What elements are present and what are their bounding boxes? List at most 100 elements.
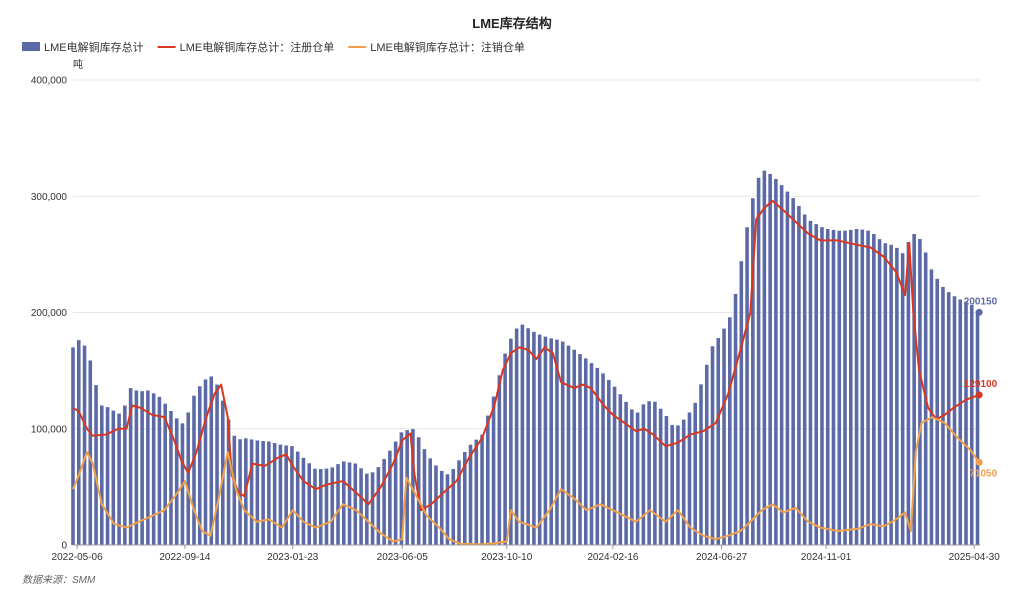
x-axis: 2022-05-06 2022-09-14 2023-01-23 2023-06-05…	[52, 544, 1001, 563]
end-value-label: 71050	[969, 468, 997, 479]
end-value-label: 129100	[964, 379, 998, 390]
inventory-bar	[330, 467, 335, 545]
inventory-bar	[676, 425, 680, 545]
inventory-bar	[347, 462, 352, 545]
inventory-bar	[370, 472, 375, 545]
bar-series	[71, 170, 980, 546]
y-tick-label: 0	[61, 541, 67, 552]
inventory-bar	[779, 185, 784, 545]
inventory-bar	[439, 470, 444, 545]
legend-label: LME电解铜库存总计：注册仓单	[180, 40, 335, 54]
inventory-bar	[416, 437, 421, 545]
inventory-bar	[359, 468, 363, 545]
inventory-bar	[607, 379, 611, 545]
legend-label: LME电解铜库存总计：注销仓单	[370, 40, 525, 54]
inventory-bar	[318, 469, 323, 545]
x-tick-label: 2022-05-06	[52, 552, 104, 563]
inventory-bar	[174, 418, 179, 545]
y-tick-label: 300,000	[31, 192, 68, 203]
inventory-bar	[837, 230, 842, 545]
inventory-bar	[526, 328, 530, 545]
inventory-bar	[255, 440, 260, 545]
inventory-bar	[284, 445, 288, 545]
inventory-bar	[929, 269, 934, 545]
inventory-bar	[422, 449, 427, 545]
inventory-bar	[969, 304, 974, 545]
inventory-bar	[699, 384, 703, 545]
inventory-bar	[670, 424, 674, 545]
inventory-bar	[756, 177, 761, 546]
inventory-bar	[336, 464, 340, 545]
inventory-bar	[791, 198, 795, 546]
inventory-bar	[889, 244, 893, 545]
inventory-bar	[543, 336, 548, 545]
inventory-bar	[658, 408, 663, 545]
inventory-bar	[405, 430, 409, 545]
inventory-bar	[733, 293, 738, 545]
inventory-bar	[388, 450, 392, 545]
inventory-bar	[197, 386, 202, 545]
inventory-bar	[797, 205, 801, 546]
inventory-bar	[428, 458, 432, 545]
inventory-bar	[583, 358, 588, 545]
inventory-bar	[739, 261, 744, 545]
inventory-bar	[399, 432, 404, 545]
inventory-bar	[503, 353, 507, 545]
x-tick-label: 2025-04-30	[949, 552, 1001, 563]
inventory-bar	[411, 429, 415, 545]
inventory-bar	[169, 411, 173, 545]
inventory-bar	[785, 191, 790, 545]
inventory-bar	[88, 360, 93, 545]
inventory-bar	[261, 441, 265, 545]
inventory-bar	[653, 401, 657, 545]
inventory-bar	[595, 367, 600, 545]
x-tick-label: 2023-06-05	[377, 552, 429, 563]
inventory-bar	[946, 292, 951, 545]
inventory-bar	[912, 233, 916, 546]
inventory-bar	[238, 439, 242, 545]
end-labels: 200150 129100 71050	[964, 296, 998, 479]
inventory-bar	[820, 227, 824, 545]
x-tick-label: 2024-11-01	[801, 552, 852, 563]
end-marker	[975, 391, 983, 399]
inventory-bar	[975, 310, 980, 545]
inventory-bar	[612, 386, 617, 545]
inventory-bar	[716, 338, 721, 545]
inventory-bar	[301, 457, 306, 545]
inventory-bar	[883, 243, 888, 545]
inventory-bar	[555, 339, 559, 545]
inventory-bar	[578, 354, 582, 545]
inventory-bar	[872, 234, 876, 545]
inventory-bar	[814, 224, 818, 545]
inventory-bar	[635, 412, 640, 545]
x-tick-label: 2023-01-23	[267, 552, 319, 563]
inventory-bar	[509, 338, 513, 545]
inventory-bar	[560, 341, 565, 545]
inventory-bar	[935, 278, 939, 545]
legend: LME电解铜库存总计 LME电解铜库存总计：注册仓单 LME电解铜库存总计：注销仓单	[22, 40, 525, 54]
inventory-bar	[307, 463, 311, 545]
inventory-bar	[693, 402, 698, 545]
end-marker	[975, 458, 983, 466]
inventory-bar	[157, 396, 162, 545]
inventory-bar	[774, 178, 778, 545]
inventory-bar	[324, 468, 329, 545]
inventory-bar	[209, 376, 214, 545]
inventory-bar	[232, 435, 237, 545]
inventory-bar	[906, 242, 911, 545]
x-tick-label: 2022-09-14	[159, 552, 211, 563]
inventory-bar	[751, 198, 755, 545]
x-tick-label: 2024-06-27	[696, 552, 748, 563]
inventory-bar	[549, 338, 553, 545]
inventory-bar	[768, 173, 772, 545]
inventory-bar	[468, 444, 473, 545]
inventory-bar	[843, 230, 847, 545]
inventory-bar	[854, 229, 859, 545]
inventory-bar	[382, 458, 386, 545]
inventory-bar	[710, 346, 715, 545]
legend-label: LME电解铜库存总计	[44, 40, 144, 54]
inventory-bar	[226, 419, 231, 545]
inventory-bar	[140, 391, 144, 545]
inventory-bar	[82, 345, 87, 545]
